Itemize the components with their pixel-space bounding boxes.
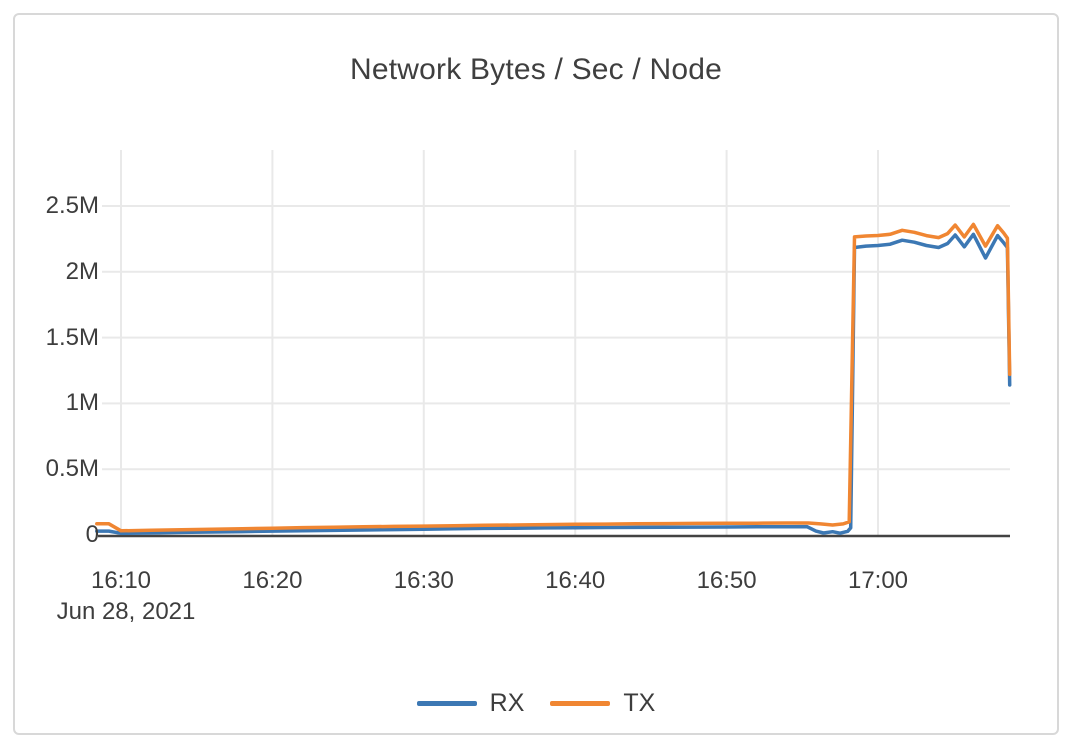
legend-swatch-tx — [550, 700, 611, 706]
x-axis-tick-label: 16:50 — [696, 567, 757, 594]
series-line-rx[interactable] — [95, 232, 1012, 536]
y-axis-tick-label: 0 — [85, 521, 99, 548]
y-axis-tick-label: 1M — [65, 389, 99, 417]
y-axis-tick-label: 1.5M — [45, 323, 99, 351]
legend-label: TX — [623, 688, 656, 717]
chart-title: Network Bytes / Sec / Node — [349, 53, 722, 86]
y-axis-tick-label: 0.5M — [45, 455, 99, 483]
legend-item-rx[interactable]: RX — [416, 688, 525, 718]
x-axis-tick-label: 16:30 — [393, 567, 454, 594]
chart-legend: RX TX — [0, 686, 1072, 720]
x-axis-date-label: Jun 28, 2021 — [56, 598, 196, 625]
y-axis-tick-label: 2.5M — [45, 192, 99, 219]
x-axis-tick-label: 17:00 — [847, 567, 909, 594]
legend-item-tx[interactable]: TX — [550, 689, 655, 718]
x-axis-tick-label: 16:10 — [90, 567, 152, 594]
y-axis-tick-label: 2M — [65, 257, 99, 285]
series-line-tx[interactable] — [95, 222, 1012, 533]
x-axis-tick-label: 16:20 — [242, 567, 303, 594]
x-axis-tick-label: 16:40 — [545, 567, 606, 594]
legend-swatch-rx — [416, 700, 477, 706]
legend-label: RX — [489, 688, 525, 717]
chart-card — [13, 13, 1059, 735]
